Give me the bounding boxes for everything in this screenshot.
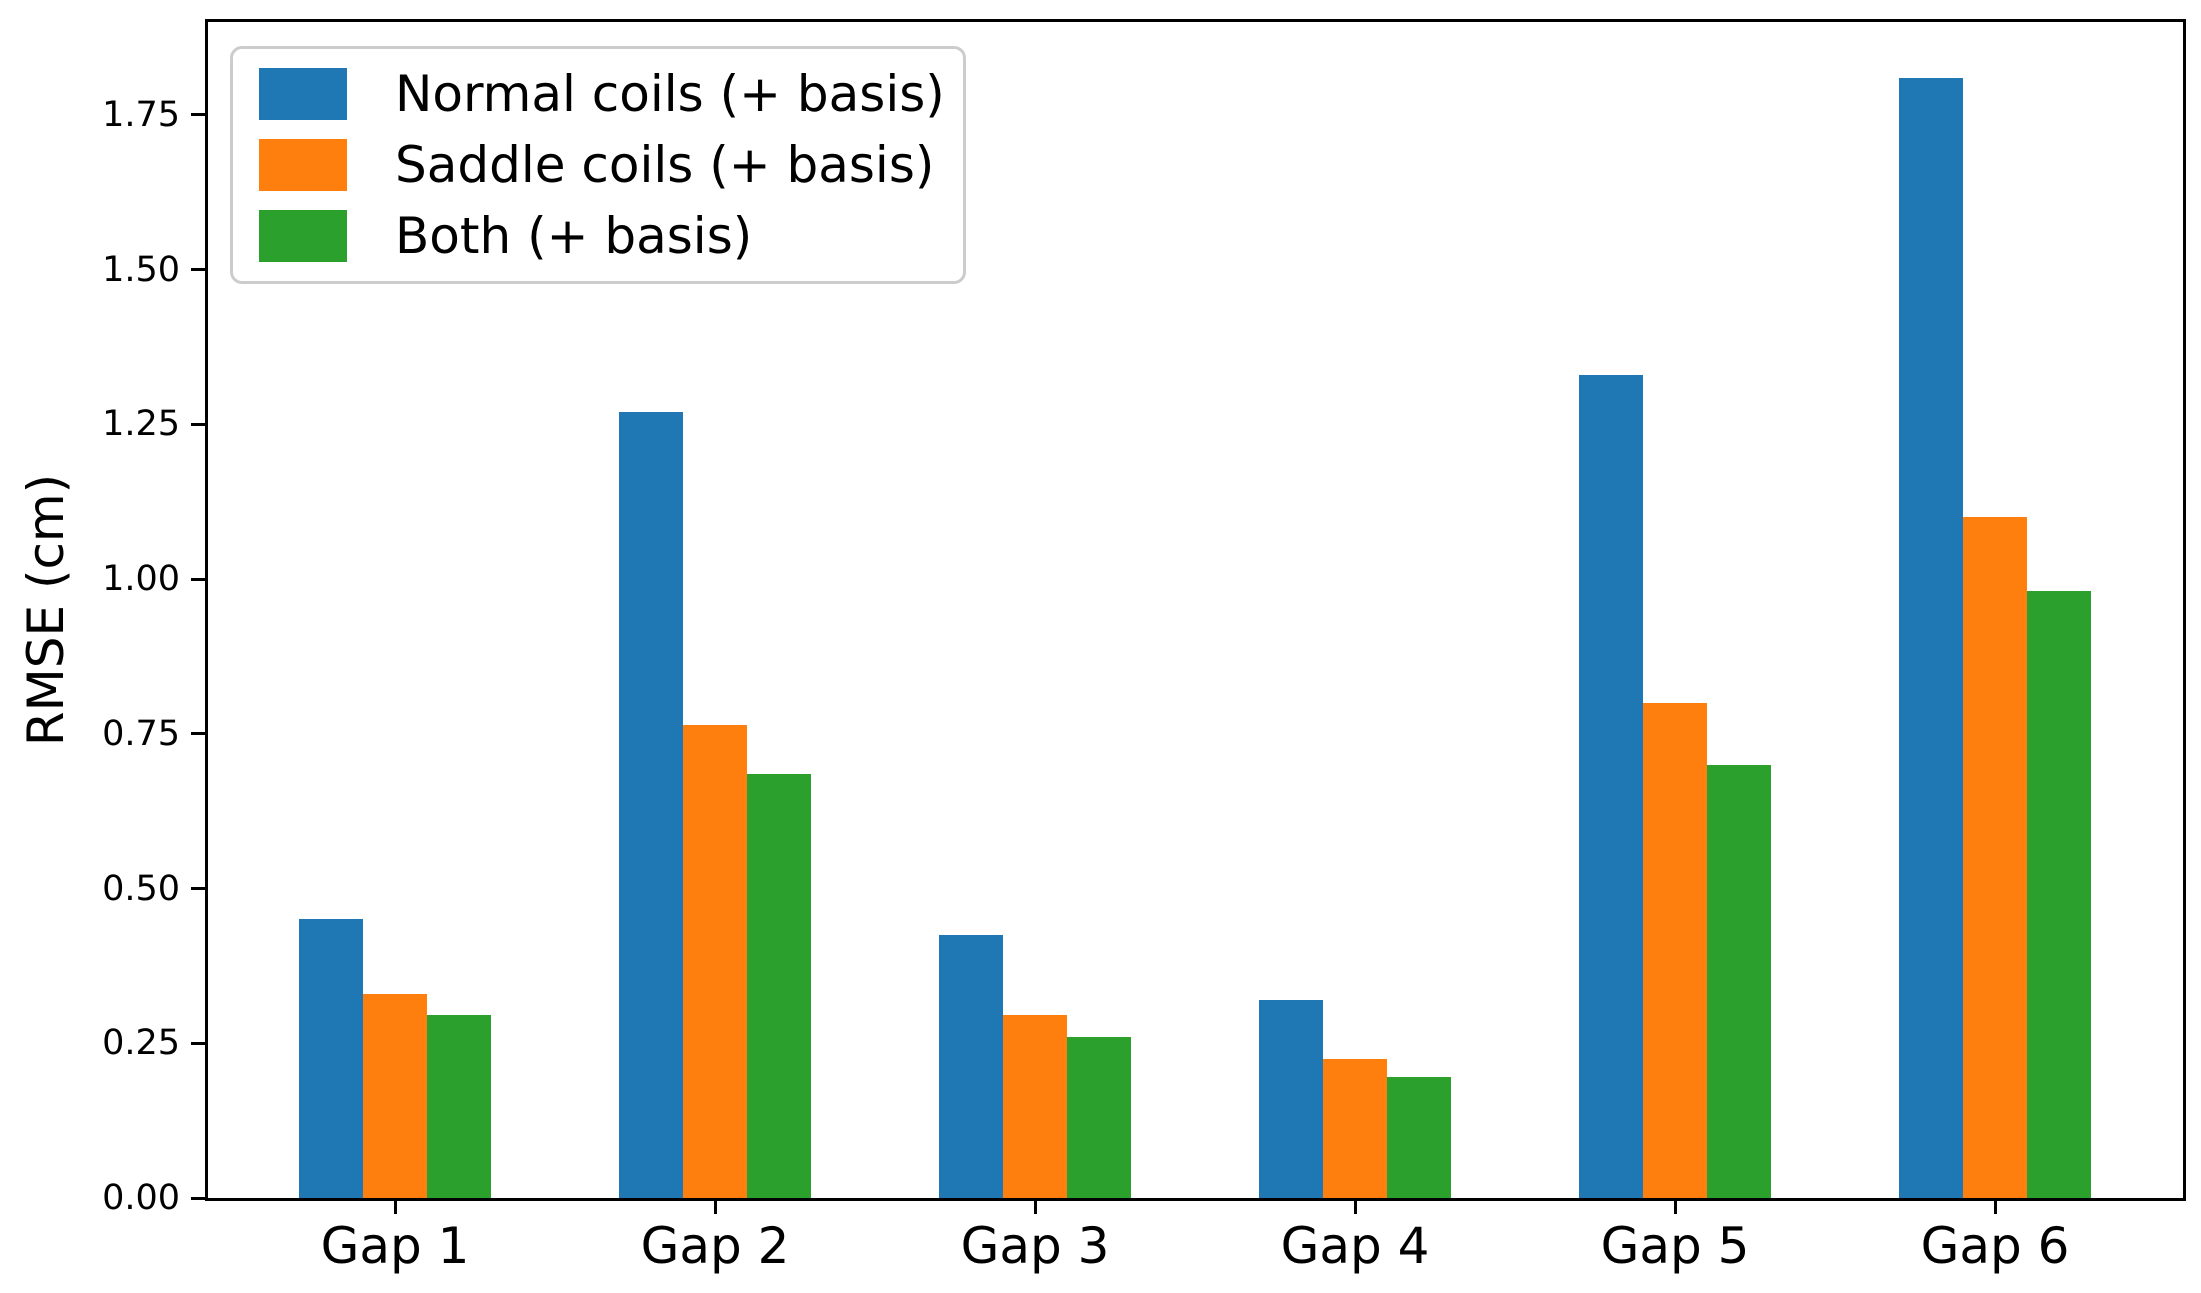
x-tick-label: Gap 1	[320, 1217, 470, 1275]
y-tick-label: 0.25	[102, 1023, 180, 1064]
legend-swatch	[259, 139, 347, 191]
x-tick	[713, 1201, 717, 1214]
y-tick	[191, 887, 205, 891]
bar-both-basis	[427, 1015, 491, 1198]
x-tick	[1993, 1201, 1997, 1214]
x-tick	[1353, 1201, 1357, 1214]
x-tick-label: Gap 5	[1600, 1217, 1750, 1275]
y-tick	[191, 577, 205, 581]
legend-label: Both (+ basis)	[395, 207, 753, 265]
bar-normal-coils-basis	[299, 919, 363, 1198]
y-tick	[191, 422, 205, 426]
x-tick-label: Gap 2	[640, 1217, 790, 1275]
legend-item: Saddle coils (+ basis)	[259, 136, 937, 194]
x-tick	[393, 1201, 397, 1214]
legend-label: Saddle coils (+ basis)	[395, 136, 935, 194]
y-tick-label: 1.75	[102, 94, 180, 135]
bar-both-basis	[1707, 764, 1771, 1198]
bar-normal-coils-basis	[939, 934, 1003, 1198]
x-tick	[1033, 1201, 1037, 1214]
bar-both-basis	[1387, 1077, 1451, 1198]
plot-area	[205, 19, 2186, 1201]
x-tick	[1673, 1201, 1677, 1214]
y-tick-label: 1.25	[102, 404, 180, 445]
bar-saddle-coils-basis	[1963, 517, 2027, 1198]
legend-swatch	[259, 210, 347, 262]
y-tick	[191, 113, 205, 117]
y-tick-label: 1.00	[102, 559, 180, 600]
y-tick	[191, 268, 205, 272]
y-tick-label: 0.50	[102, 868, 180, 909]
bar-normal-coils-basis	[1259, 999, 1323, 1198]
bar-normal-coils-basis	[1899, 77, 1963, 1198]
bar-saddle-coils-basis	[683, 724, 747, 1198]
legend-item: Both (+ basis)	[259, 207, 937, 265]
bar-saddle-coils-basis	[1643, 702, 1707, 1198]
y-tick	[191, 1041, 205, 1045]
bar-saddle-coils-basis	[1003, 1015, 1067, 1198]
bar-saddle-coils-basis	[1323, 1058, 1387, 1198]
bar-saddle-coils-basis	[363, 993, 427, 1198]
y-tick	[191, 732, 205, 736]
x-tick-label: Gap 6	[1920, 1217, 2070, 1275]
y-axis-label: RMSE (cm)	[17, 473, 75, 747]
bar-both-basis	[2027, 591, 2091, 1198]
y-tick-label: 1.50	[102, 249, 180, 290]
y-tick-label: 0.75	[102, 713, 180, 754]
legend-item: Normal coils (+ basis)	[259, 65, 945, 123]
legend-swatch	[259, 68, 347, 120]
bar-normal-coils-basis	[1579, 374, 1643, 1198]
bar-normal-coils-basis	[619, 411, 683, 1198]
bar-both-basis	[747, 774, 811, 1198]
y-tick	[191, 1196, 205, 1200]
legend-label: Normal coils (+ basis)	[395, 65, 945, 123]
bar-both-basis	[1067, 1037, 1131, 1198]
y-tick-label: 0.00	[102, 1178, 180, 1218]
x-tick-label: Gap 4	[1280, 1217, 1430, 1275]
x-tick-label: Gap 3	[960, 1217, 1110, 1275]
legend: Normal coils (+ basis) Saddle coils (+ ba…	[230, 46, 966, 284]
